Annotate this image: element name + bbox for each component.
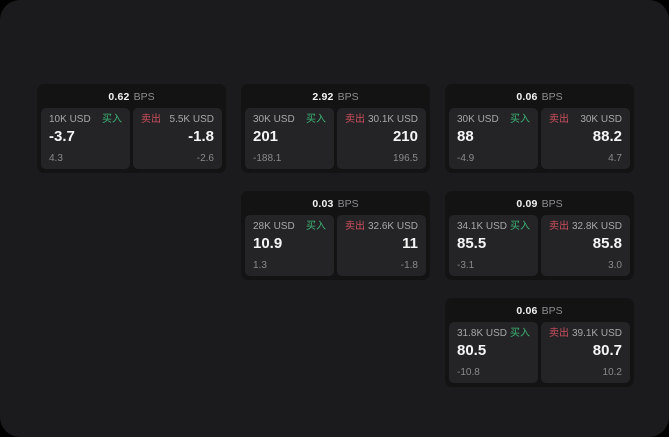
sell-price: 85.8 (592, 235, 622, 252)
buy-amount: 31.8K USD (457, 328, 508, 339)
buy-quote-panel[interactable]: 28K USD 买入 10.9 1.3 (245, 215, 334, 276)
bps-header: 0.09 BPS (445, 191, 634, 214)
sell-price: 80.7 (592, 342, 622, 359)
sell-side-label: 卖出 (141, 114, 161, 125)
bps-value: 0.09 (516, 197, 538, 210)
bps-header: 0.06 BPS (445, 298, 634, 321)
sell-change: 10.2 (602, 367, 622, 378)
bps-unit-label: BPS (541, 197, 563, 210)
buy-side-label: 买入 (510, 221, 530, 232)
buy-change: -3.1 (457, 260, 475, 271)
buy-quote-panel[interactable]: 34.1K USD 买入 85.5 -3.1 (449, 215, 538, 276)
buy-quote-panel[interactable]: 30K USD 买入 201 -188.1 (245, 108, 334, 169)
quote-card[interactable]: 0.06 BPS 30K USD 买入 88 -4.9 卖出 30K USD (445, 84, 634, 173)
sell-change: -2.6 (196, 153, 214, 164)
bps-header: 0.62 BPS (37, 84, 226, 107)
sell-change: -1.8 (400, 260, 418, 271)
sell-quote-panel[interactable]: 卖出 39.1K USD 80.7 10.2 (541, 322, 630, 383)
bps-value: 0.06 (516, 90, 538, 103)
bps-unit-label: BPS (541, 304, 563, 317)
bps-value: 0.06 (516, 304, 538, 317)
bps-header: 0.06 BPS (445, 84, 634, 107)
bps-value: 2.92 (312, 90, 334, 103)
quote-card[interactable]: 0.06 BPS 31.8K USD 买入 80.5 -10.8 卖出 39.1… (445, 298, 634, 387)
sell-amount: 32.8K USD (571, 221, 622, 232)
bps-unit-label: BPS (337, 197, 359, 210)
bps-unit-label: BPS (133, 90, 155, 103)
sell-change: 196.5 (392, 153, 418, 164)
sell-quote-panel[interactable]: 卖出 32.8K USD 85.8 3.0 (541, 215, 630, 276)
bps-value: 0.03 (312, 197, 334, 210)
buy-quote-panel[interactable]: 10K USD 买入 -3.7 4.3 (41, 108, 130, 169)
bps-value: 0.62 (108, 90, 130, 103)
sell-change: 4.7 (608, 153, 622, 164)
sell-quote-panel[interactable]: 卖出 30K USD 88.2 4.7 (541, 108, 630, 169)
buy-price: 10.9 (253, 235, 283, 252)
buy-side-label: 买入 (306, 221, 326, 232)
buy-change: -188.1 (253, 153, 282, 164)
buy-side-label: 买入 (510, 328, 530, 339)
quote-card-grid: 0.62 BPS 10K USD 买入 -3.7 4.3 卖出 5.5K USD (37, 84, 634, 387)
sell-quote-panel[interactable]: 卖出 32.6K USD 11 -1.8 (337, 215, 426, 276)
buy-side-label: 买入 (306, 114, 326, 125)
sell-amount: 32.6K USD (367, 221, 418, 232)
sell-amount: 30.1K USD (367, 114, 418, 125)
buy-amount: 30K USD (253, 114, 295, 125)
sell-side-label: 卖出 (345, 114, 365, 125)
buy-amount: 30K USD (457, 114, 499, 125)
buy-change: 4.3 (49, 153, 63, 164)
buy-change: -10.8 (457, 367, 480, 378)
sell-price: -1.8 (188, 128, 214, 145)
bps-header: 2.92 BPS (241, 84, 430, 107)
buy-amount: 34.1K USD (457, 221, 508, 232)
buy-price: -3.7 (49, 128, 75, 145)
sell-quote-panel[interactable]: 卖出 30.1K USD 210 196.5 (337, 108, 426, 169)
sell-change: 3.0 (608, 260, 622, 271)
sell-price: 11 (402, 235, 418, 252)
sell-side-label: 卖出 (549, 114, 569, 125)
sell-amount: 5.5K USD (169, 114, 214, 125)
buy-amount: 28K USD (253, 221, 295, 232)
buy-side-label: 买入 (510, 114, 530, 125)
buy-price: 85.5 (457, 235, 487, 252)
buy-amount: 10K USD (49, 114, 91, 125)
buy-quote-panel[interactable]: 30K USD 买入 88 -4.9 (449, 108, 538, 169)
quote-card[interactable]: 0.09 BPS 34.1K USD 买入 85.5 -3.1 卖出 32.8K… (445, 191, 634, 280)
quote-card[interactable]: 0.03 BPS 28K USD 买入 10.9 1.3 卖出 32.6K US… (241, 191, 430, 280)
sell-side-label: 卖出 (345, 221, 365, 232)
sell-amount: 30K USD (580, 114, 622, 125)
sell-side-label: 卖出 (549, 221, 569, 232)
bps-header: 0.03 BPS (241, 191, 430, 214)
buy-change: 1.3 (253, 260, 267, 271)
bps-unit-label: BPS (541, 90, 563, 103)
sell-side-label: 卖出 (549, 328, 569, 339)
sell-price: 88.2 (592, 128, 622, 145)
quote-card[interactable]: 2.92 BPS 30K USD 买入 201 -188.1 卖出 30.1K … (241, 84, 430, 173)
buy-price: 88 (457, 128, 474, 145)
sell-quote-panel[interactable]: 卖出 5.5K USD -1.8 -2.6 (133, 108, 222, 169)
bps-unit-label: BPS (337, 90, 359, 103)
buy-change: -4.9 (457, 153, 475, 164)
quote-card[interactable]: 0.62 BPS 10K USD 买入 -3.7 4.3 卖出 5.5K USD (37, 84, 226, 173)
sell-amount: 39.1K USD (571, 328, 622, 339)
sell-price: 210 (392, 128, 418, 145)
buy-quote-panel[interactable]: 31.8K USD 买入 80.5 -10.8 (449, 322, 538, 383)
buy-price: 201 (253, 128, 279, 145)
buy-side-label: 买入 (102, 114, 122, 125)
buy-price: 80.5 (457, 342, 487, 359)
